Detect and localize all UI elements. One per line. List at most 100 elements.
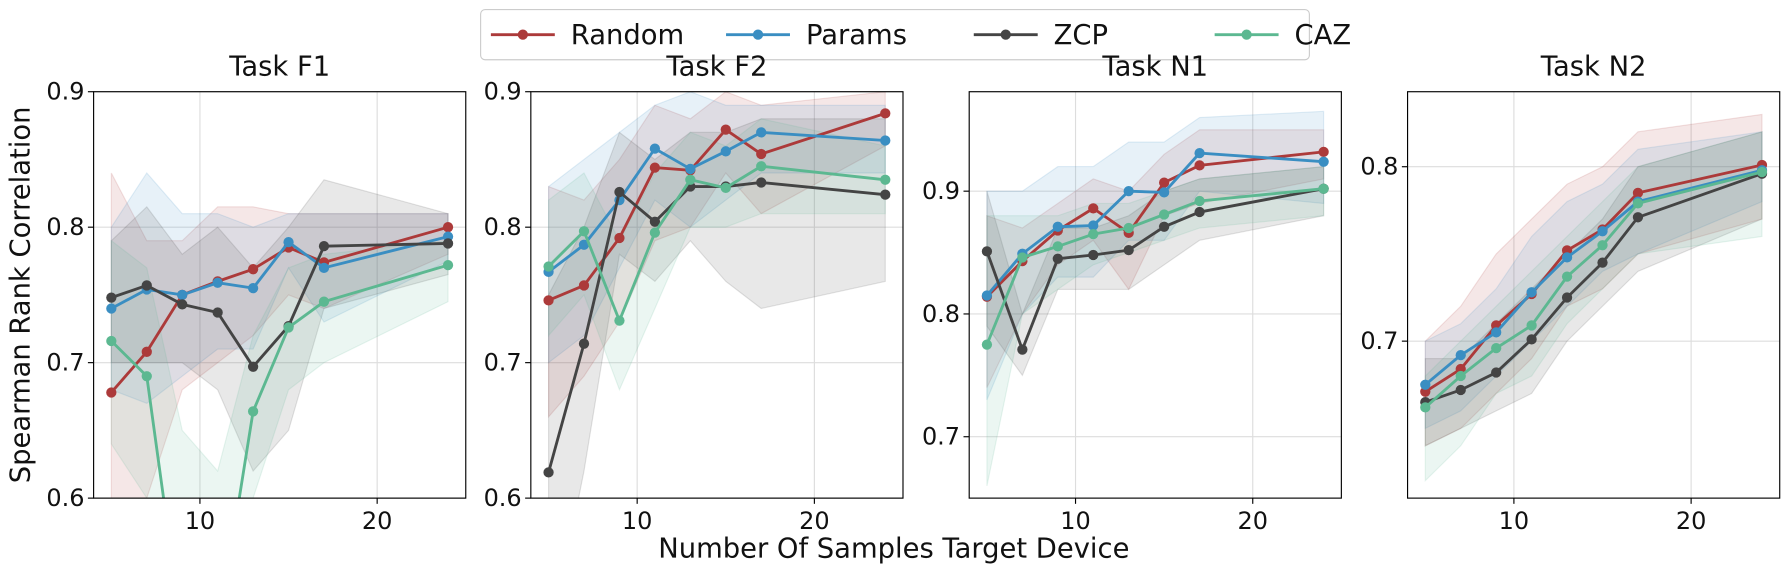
data-point (614, 186, 625, 198)
data-point (756, 127, 767, 138)
data-point (1017, 252, 1028, 263)
data-point (1455, 349, 1466, 361)
y-tick-label: 0.9 (46, 78, 84, 106)
data-point (649, 216, 661, 227)
data-point (212, 277, 223, 288)
data-point (1455, 384, 1466, 396)
y-axis-label: Spearman Rank Correlation (6, 107, 37, 484)
data-point (543, 295, 554, 306)
data-point (720, 146, 731, 157)
y-tick-label: 0.7 (922, 423, 960, 451)
data-point (283, 236, 294, 248)
data-point (1159, 209, 1170, 220)
series-line (1424, 168, 1763, 386)
error-band (547, 91, 886, 419)
data-point (318, 296, 330, 307)
data-point (318, 241, 330, 252)
x-tick-label: 20 (1238, 507, 1269, 535)
data-point (1561, 252, 1573, 263)
data-point (1123, 222, 1134, 234)
data-point (649, 162, 661, 173)
data-point (1088, 203, 1099, 214)
data-point (141, 346, 152, 357)
plot-area (543, 91, 891, 499)
series-line (548, 112, 886, 302)
plot-area (981, 110, 1329, 486)
data-point (1194, 160, 1205, 171)
x-axis-label: Number Of Samples Target Device (658, 533, 1129, 564)
data-point (1756, 166, 1768, 178)
x-tick-label: 10 (622, 507, 653, 535)
data-point (1159, 187, 1170, 198)
data-point (442, 259, 454, 271)
error-band (110, 239, 449, 499)
data-point (1526, 287, 1537, 298)
data-point (685, 163, 696, 175)
series-line (110, 235, 449, 310)
error-band (110, 172, 449, 499)
data-point (1318, 183, 1329, 194)
data-point (543, 261, 554, 272)
legend-box (480, 8, 1310, 61)
data-point (1052, 253, 1063, 264)
data-point (283, 322, 294, 333)
y-tick-label: 0.9 (484, 78, 522, 106)
plot-area (1420, 113, 1768, 483)
data-point (141, 371, 152, 382)
data-point (1561, 271, 1573, 282)
x-tick-label: 10 (1060, 507, 1091, 535)
data-point (1526, 320, 1537, 331)
data-point (177, 289, 188, 301)
data-point (649, 227, 661, 238)
data-point (1052, 221, 1063, 232)
data-point (578, 280, 590, 291)
data-point (756, 161, 767, 172)
data-point (1194, 195, 1205, 207)
data-point (212, 307, 223, 318)
series-line (1424, 172, 1763, 404)
axes-frame (1406, 91, 1781, 499)
x-tick-label: 20 (1676, 507, 1707, 535)
data-point (614, 232, 625, 244)
y-tick-label: 0.8 (922, 300, 960, 328)
error-band (1424, 113, 1763, 447)
legend-label: CAZ (1295, 20, 1352, 51)
series-line (547, 130, 886, 274)
data-point (106, 387, 117, 398)
data-point (1526, 334, 1537, 345)
series-line (985, 151, 1324, 297)
panel-title: Task N1 (1101, 52, 1208, 83)
data-point (1597, 257, 1608, 268)
axes-frame (93, 91, 467, 499)
legend-label: Random (571, 20, 684, 51)
data-point (1194, 206, 1205, 218)
y-tick-label: 0.7 (46, 349, 84, 377)
y-tick-label: 0.8 (484, 213, 522, 241)
x-tick-label: 10 (185, 507, 216, 535)
data-point (1318, 156, 1329, 167)
data-point (177, 299, 188, 310)
data-point (1632, 212, 1644, 223)
error-band (110, 179, 449, 473)
data-point (880, 108, 891, 119)
data-point (649, 143, 661, 154)
series-line (110, 263, 449, 499)
y-tick-label: 0.8 (46, 213, 84, 241)
data-point (578, 239, 590, 250)
data-point (1455, 370, 1466, 382)
y-tick-label: 0.9 (922, 177, 960, 205)
data-point (247, 361, 259, 372)
data-point (1632, 198, 1644, 209)
data-point (756, 177, 767, 188)
data-point (1088, 229, 1099, 240)
plot-area (106, 172, 454, 499)
data-point (247, 406, 259, 417)
data-point (1491, 367, 1502, 378)
data-point (247, 283, 259, 294)
data-point (1597, 240, 1608, 251)
y-tick-label: 0.7 (484, 349, 522, 377)
panel-title: Task N2 (1540, 52, 1647, 83)
x-tick-label: 10 (1499, 507, 1530, 535)
data-point (756, 148, 767, 160)
series-line (110, 242, 449, 370)
